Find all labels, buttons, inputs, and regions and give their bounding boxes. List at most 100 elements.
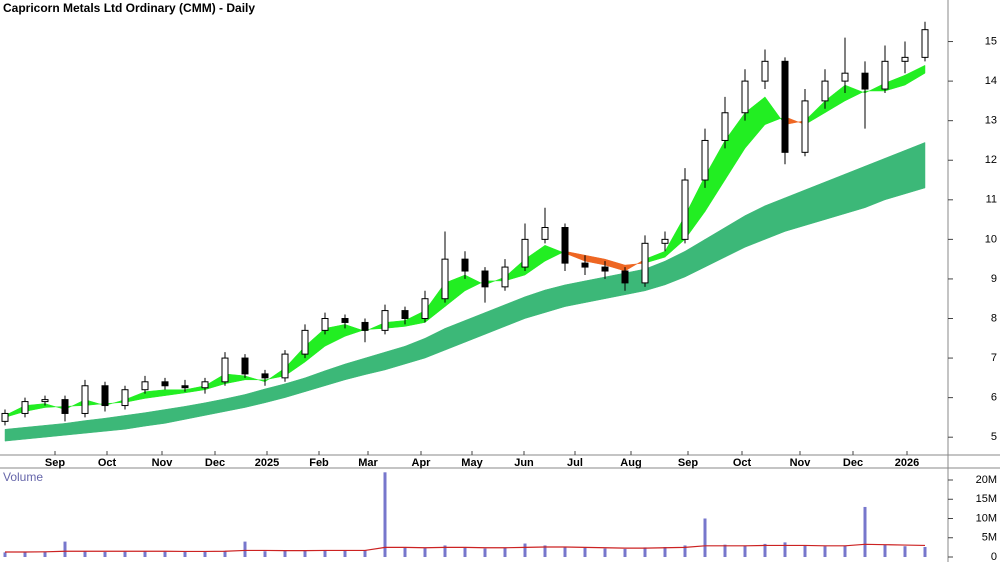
- x-tick-label: Nov: [152, 457, 174, 469]
- candle-body: [661, 238, 669, 244]
- y-tick-label: 5: [991, 431, 997, 443]
- volume-bar: [3, 552, 7, 557]
- volume-bar: [923, 546, 927, 557]
- candle-body: [681, 179, 689, 240]
- y-tick-label: 5M: [982, 532, 997, 544]
- chart-title: Capricorn Metals Ltd Ordinary (CMM) - Da…: [3, 1, 255, 15]
- band-segment: [304, 370, 326, 393]
- candle-body: [561, 227, 569, 264]
- band-segment: [724, 215, 746, 258]
- band-segment: [744, 205, 766, 248]
- x-tick-label: Feb: [309, 457, 329, 469]
- volume-bar: [443, 545, 447, 557]
- band-segment: [564, 280, 586, 307]
- volume-bar: [523, 543, 527, 557]
- band-segment: [804, 181, 826, 226]
- x-tick-label: Dec: [205, 457, 225, 469]
- volume-bar: [283, 550, 287, 557]
- candle-body: [481, 270, 489, 288]
- candle-body: [61, 399, 69, 414]
- volume-bar: [483, 548, 487, 557]
- candle-body: [101, 385, 109, 407]
- y-tick-label: 0: [991, 551, 997, 562]
- band-segment: [864, 157, 886, 209]
- candle-body: [821, 80, 829, 102]
- candle-body: [441, 258, 449, 300]
- candle-body: [501, 266, 509, 288]
- y-tick-label: 13: [985, 115, 997, 127]
- candle-body: [201, 381, 209, 389]
- band-segment: [524, 289, 546, 319]
- x-tick-label: Dec: [843, 457, 863, 469]
- band-segment: [324, 363, 346, 387]
- band-segment: [264, 383, 286, 404]
- volume-bar: [903, 546, 907, 557]
- x-tick-label: Sep: [45, 457, 65, 469]
- candle-body: [601, 266, 609, 272]
- band-segment: [684, 238, 706, 278]
- band-segment: [444, 320, 466, 351]
- volume-bar: [463, 547, 467, 557]
- volume-bar: [563, 546, 567, 557]
- candle-body: [181, 385, 189, 389]
- candle-body: [141, 381, 149, 391]
- candle-body: [1, 412, 9, 422]
- volume-bar: [623, 548, 627, 557]
- x-tick-label: Jul: [567, 457, 583, 469]
- candle-body: [621, 270, 629, 284]
- band-segment: [884, 149, 906, 201]
- band-segment: [364, 351, 386, 375]
- volume-bar: [383, 472, 387, 557]
- volume-bar: [103, 551, 107, 557]
- volume-bar: [763, 543, 767, 557]
- x-tick-label: Mar: [358, 457, 378, 469]
- candle-body: [901, 56, 909, 62]
- volume-bar: [363, 550, 367, 557]
- volume-bar: [423, 548, 427, 557]
- candle-body: [581, 262, 589, 268]
- candle-body: [221, 357, 229, 383]
- y-tick-label: 10: [985, 233, 997, 245]
- band-segment: [124, 412, 146, 430]
- volume-bar: [643, 547, 647, 557]
- y-tick-label: 12: [985, 154, 997, 166]
- x-tick-label: Sep: [678, 457, 698, 469]
- candle-body: [921, 29, 929, 58]
- volume-bar: [823, 546, 827, 557]
- volume-bar: [783, 542, 787, 557]
- candle-body: [861, 72, 869, 90]
- band-segment: [244, 388, 266, 408]
- band-segment: [344, 357, 366, 381]
- candle-body: [421, 298, 429, 319]
- y-tick-label: 7: [991, 352, 997, 364]
- candle-body: [281, 353, 289, 379]
- x-tick-label: Jun: [514, 457, 534, 469]
- y-tick-label: 14: [985, 75, 997, 87]
- x-tick-label: 2026: [895, 457, 919, 469]
- band-segment: [424, 327, 446, 359]
- band-segment: [704, 227, 726, 268]
- candle-body: [161, 381, 169, 387]
- x-tick-label: 2025: [255, 457, 279, 469]
- band-segment: [24, 425, 46, 440]
- band-segment: [404, 337, 426, 365]
- candle-body: [641, 242, 649, 284]
- band-segment: [184, 402, 206, 420]
- band-segment: [844, 165, 866, 214]
- y-tick-label: 11: [986, 194, 997, 206]
- candle-body: [321, 318, 329, 331]
- y-tick-label: 15M: [976, 493, 997, 505]
- x-tick-label: Nov: [790, 457, 812, 469]
- band-segment: [784, 189, 806, 232]
- band-segment: [584, 276, 606, 303]
- candle-body: [381, 310, 389, 331]
- band-segment: [904, 64, 926, 86]
- volume-bar: [583, 547, 587, 557]
- candle-body: [21, 401, 29, 414]
- volume-bar: [663, 546, 667, 557]
- volume-bar: [543, 545, 547, 557]
- volume-bar: [163, 551, 167, 557]
- band-segment: [164, 389, 186, 396]
- volume-bar: [603, 548, 607, 557]
